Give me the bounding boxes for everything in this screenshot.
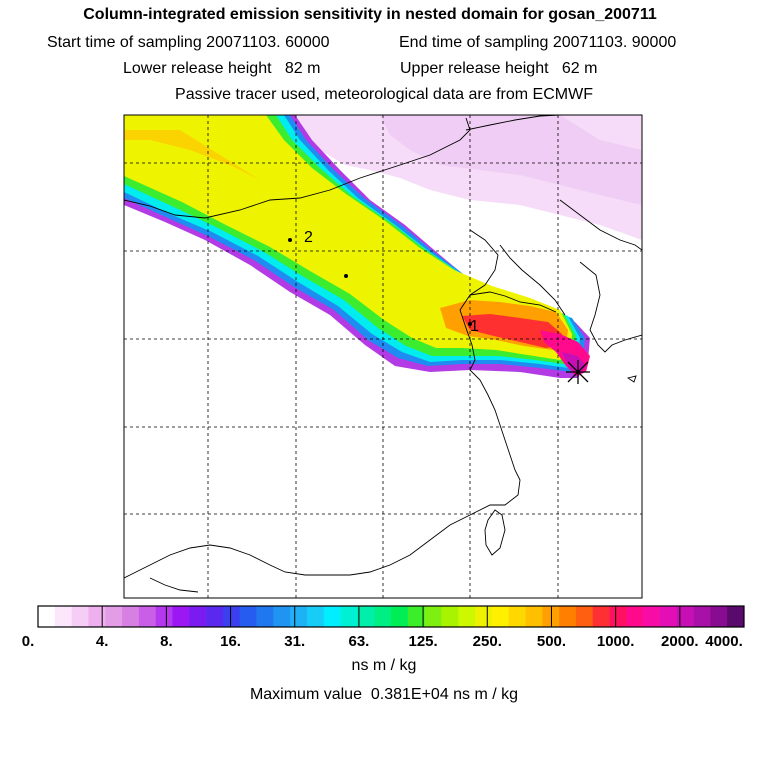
- colorbar-swatch: [441, 606, 459, 627]
- marker-label-2: 2: [304, 229, 313, 246]
- island-jeju: [626, 375, 637, 383]
- map-title: Column-integrated emission sensitivity i…: [83, 6, 657, 23]
- coast-shandong: [469, 291, 557, 313]
- receptor-star-icon: [566, 360, 590, 384]
- release-upper: Upper release height 62 m: [400, 60, 598, 77]
- plume-orange: [124, 130, 330, 215]
- colorbar-swatch: [643, 606, 661, 627]
- colorbar-tick-label: 4.: [95, 633, 109, 650]
- sensitivity-field: [124, 115, 642, 378]
- island-south-china: [149, 577, 199, 593]
- taiwan: [484, 509, 506, 556]
- colorbar-tick-label: 31.: [284, 633, 306, 650]
- colorbar-swatch: [391, 606, 409, 627]
- colorbar-swatch: [222, 606, 241, 627]
- colorbar-tick-label: 2000.: [661, 633, 699, 650]
- marker-dot-2: [288, 238, 292, 242]
- colorbar-swatch: [122, 606, 140, 627]
- colorbar-swatch: [609, 606, 627, 627]
- colorbar-swatch: [592, 606, 610, 627]
- release-lower: Lower release height 82 m: [123, 60, 321, 77]
- colorbar-swatch: [693, 606, 711, 627]
- colorbar-swatch: [88, 606, 106, 627]
- coastlines: [124, 115, 642, 593]
- colorbar-swatch: [138, 606, 156, 627]
- colorbar-swatch: [542, 606, 560, 627]
- colorbar-swatch: [559, 606, 577, 627]
- colorbar-swatch: [710, 606, 728, 627]
- colorbar-swatch: [508, 606, 526, 627]
- sampling-start: Start time of sampling 20071103. 60000: [47, 34, 330, 51]
- colorbar-tick-label: 4000.: [705, 633, 743, 650]
- colorbar-swatch: [475, 606, 493, 627]
- colorbar-swatch: [54, 606, 72, 627]
- colorbar-swatch: [575, 606, 594, 627]
- colorbar-swatch: [727, 606, 745, 627]
- colorbar-tick-label: 1000.: [596, 633, 635, 650]
- colorbar-swatch: [155, 606, 173, 627]
- colorbar-swatch: [256, 606, 274, 627]
- marker-dot-1: [468, 322, 472, 326]
- maximum-value: Maximum value 0.381E+04 ns m / kg: [249, 686, 519, 703]
- colorbar-swatch: [626, 606, 644, 627]
- border-north: [124, 117, 471, 219]
- colorbar-swatch: [273, 606, 291, 627]
- colorbar-swatch: [424, 606, 442, 627]
- map-frame: [123, 114, 643, 599]
- coast-china: [124, 229, 521, 579]
- colorbar-swatch: [38, 606, 56, 627]
- colorbar-tick-label: 16.: [220, 633, 241, 650]
- colorbar-tick-label: 8.: [160, 633, 173, 650]
- colorbar-swatch: [676, 606, 694, 627]
- coast-korea-west: [579, 261, 642, 353]
- low-sensitivity-patch: [380, 115, 642, 205]
- colorbar-tick-label: 500.: [536, 633, 567, 650]
- colorbar-swatch: [105, 606, 123, 627]
- coast-bohai: [499, 244, 566, 316]
- colorbar-swatch: [407, 606, 425, 627]
- colorbar-swatch: [71, 606, 89, 627]
- colorbar-tick-label: 125.: [408, 633, 438, 650]
- colorbar-tick-label: 0.: [21, 633, 35, 650]
- colorbar-swatch: [239, 606, 257, 627]
- colorbar-swatch: [323, 606, 341, 627]
- colorbar-swatch: [491, 606, 509, 627]
- lat-lon-grid: [124, 115, 642, 598]
- colorbar-swatch: [525, 606, 543, 627]
- colorbar-swatch: [458, 606, 476, 627]
- colorbar-swatch: [290, 606, 308, 627]
- colorbar-swatch: [340, 606, 358, 627]
- sampling-end: End time of sampling 20071103. 90000: [399, 34, 677, 51]
- colorbar-tick-label: 63.: [348, 633, 370, 650]
- coast-korea: [559, 199, 642, 251]
- border-manchuria: [465, 115, 561, 131]
- colorbar-swatch: [357, 606, 375, 627]
- colorbar-swatch: [659, 606, 678, 627]
- colorbar-tick-label: 250.: [472, 633, 502, 650]
- marker-dot-unlabeled: [344, 274, 348, 278]
- colorbar-swatch: [189, 606, 207, 627]
- colorbar-frame: [37, 605, 745, 628]
- colorbar-swatch: [172, 606, 190, 627]
- colorbar: [37, 606, 745, 627]
- plume-magenta: [562, 352, 586, 374]
- colorbar-units: ns m / kg: [351, 657, 417, 674]
- marker-label-1: 1: [470, 318, 479, 335]
- plume-yellow: [124, 115, 572, 360]
- colorbar-swatch: [206, 606, 224, 627]
- colorbar-swatch: [306, 606, 325, 627]
- colorbar-swatch: [374, 606, 392, 627]
- trajectory-markers: 2 1: [288, 229, 590, 384]
- tracer-note: Passive tracer used, meteorological data…: [175, 86, 593, 103]
- plume-red: [462, 314, 562, 348]
